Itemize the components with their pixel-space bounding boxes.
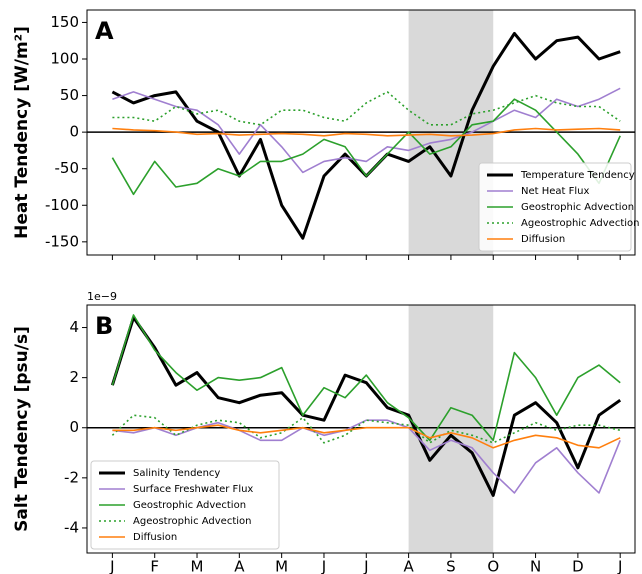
x-tick-label: J	[363, 558, 368, 574]
panel-label: B	[95, 312, 113, 340]
legend-box	[90, 460, 280, 550]
y-tick-label: -4	[64, 518, 79, 536]
y-tick-label: -150	[45, 232, 79, 250]
series-line	[111, 314, 621, 442]
x-tick-label: F	[150, 558, 159, 574]
y-tick-label: 100	[50, 50, 79, 68]
series-line	[112, 87, 621, 174]
x-tick-label: J	[109, 558, 114, 574]
x-tick-label: O	[487, 558, 499, 574]
y-tick-label: -2	[64, 468, 79, 486]
y-tick-label: 0	[69, 123, 79, 141]
series-line	[111, 98, 621, 196]
y-tick-label: -50	[55, 159, 80, 177]
legend-label: Geostrophic Advection	[521, 202, 634, 213]
panel: 150 100 50 0 -50 -100 -150 A Heat Tendency [W/m²…	[12, 9, 639, 260]
y-tick-label: 50	[60, 86, 79, 104]
y-tick-label: -100	[45, 196, 79, 214]
x-tick-label: J	[617, 558, 622, 574]
legend-label: Surface Freshwater Flux	[133, 484, 253, 495]
panel: 4 2 0 -2 -4 J F M A M J J A S O N D J B Salt Tendency [psu/…	[12, 290, 636, 574]
shaded-span	[408, 305, 494, 553]
offset-label: 1e−9	[87, 290, 117, 303]
x-tick-label: A	[234, 558, 245, 574]
x-tick-label: S	[446, 558, 456, 574]
legend: Temperature Tendency Net Heat Flux Geostro…	[478, 162, 639, 252]
x-tick-label: M	[191, 558, 204, 574]
legend-label: Salinity Tendency	[133, 468, 220, 479]
x-tick-label: J	[321, 558, 326, 574]
y-tick-label: 2	[69, 368, 79, 386]
series-line	[111, 414, 621, 444]
y-axis-label: Salt Tendency [psu/s]	[12, 326, 32, 532]
panel-label: A	[95, 17, 114, 45]
plot-frame	[86, 9, 636, 256]
plot-frame	[86, 304, 636, 554]
x-tick-label: M	[275, 558, 288, 574]
legend-label: Net Heat Flux	[521, 186, 590, 197]
y-tick-label: 4	[69, 318, 79, 336]
legend-label: Geostrophic Advection	[133, 500, 246, 511]
legend-box	[478, 162, 632, 252]
legend-label: Ageostrophic Advection	[521, 218, 639, 229]
y-tick-label: 150	[50, 13, 79, 31]
legend-label: Diffusion	[521, 234, 565, 245]
x-tick-label: D	[572, 558, 584, 574]
y-tick-label: 0	[69, 418, 79, 436]
y-axis-label: Heat Tendency [W/m²]	[12, 26, 32, 239]
series-line	[112, 91, 621, 126]
series-line	[112, 127, 621, 137]
x-tick-label: N	[530, 558, 541, 574]
legend-label: Diffusion	[133, 532, 177, 543]
series-line	[112, 424, 621, 449]
legend-label: Ageostrophic Advection	[133, 516, 251, 527]
legend: Salinity Tendency Surface Freshwater Flux…	[90, 460, 280, 550]
legend-label: Temperature Tendency	[520, 170, 635, 181]
x-tick-label: A	[403, 558, 414, 574]
series-line	[110, 316, 622, 497]
